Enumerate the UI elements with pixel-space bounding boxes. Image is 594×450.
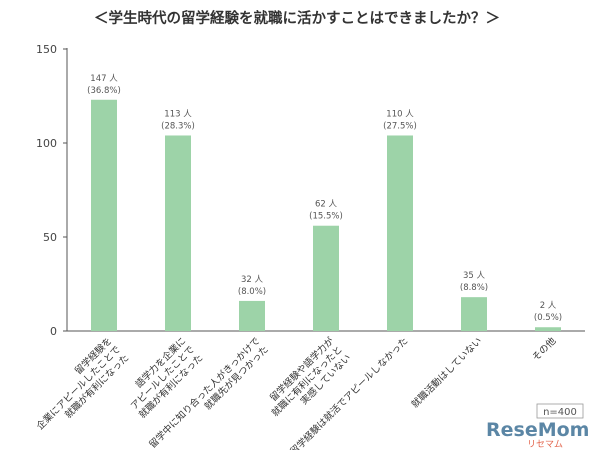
bar-value-label: 2 人 [540,301,557,311]
bar [313,225,339,331]
bar [461,297,487,331]
y-tick-label: 150 [36,43,57,56]
category-label-line: その他 [530,335,559,364]
y-tick-label: 50 [43,231,57,244]
category-label-line: 就職活動はしていない [409,335,484,410]
bar [91,99,117,331]
chart-title: ＜学生時代の留学経験を就職に活かすことはできましたか？＞ [94,9,500,27]
sample-size-label: n=400 [543,407,577,418]
logo-brand: ReseMom [486,419,589,441]
data-labels: 147 人 (36.8%) 113 人 (28.3%) 32 人 (8.0%) 62 人 (1… [87,74,562,323]
bar-percent-label: (36.8%) [87,86,121,96]
bar-value-label: 113 人 [164,109,192,119]
bar-percent-label: (8.0%) [238,287,266,297]
axes: 0 50 100 150 [36,43,585,338]
bar-percent-label: (0.5%) [534,313,562,323]
category-label: その他 [530,335,559,364]
bar-value-label: 62 人 [315,200,338,210]
sample-size-box: n=400 [536,403,584,419]
watermark-logo: ReseMom リセマム [486,419,589,450]
logo-sub: リセマム [527,439,563,450]
bar-percent-label: (28.3%) [161,121,195,131]
bar-value-label: 32 人 [241,275,264,285]
bar [239,300,265,331]
bar [535,327,561,331]
bar-percent-label: (15.5%) [309,212,343,222]
bar-value-label: 147 人 [90,74,118,84]
category-label-line: 企業にアピールしたことで [34,343,123,432]
bar [165,135,191,331]
bar-value-label: 35 人 [463,271,486,281]
category-label: 就職活動はしていない [409,335,484,410]
y-tick-label: 100 [36,137,57,150]
bars [91,99,561,331]
bar-percent-label: (8.8%) [460,283,488,293]
bar-value-label: 110 人 [386,109,414,119]
y-tick-label: 0 [50,325,57,338]
bar [387,135,413,331]
bar-percent-label: (27.5%) [383,121,417,131]
